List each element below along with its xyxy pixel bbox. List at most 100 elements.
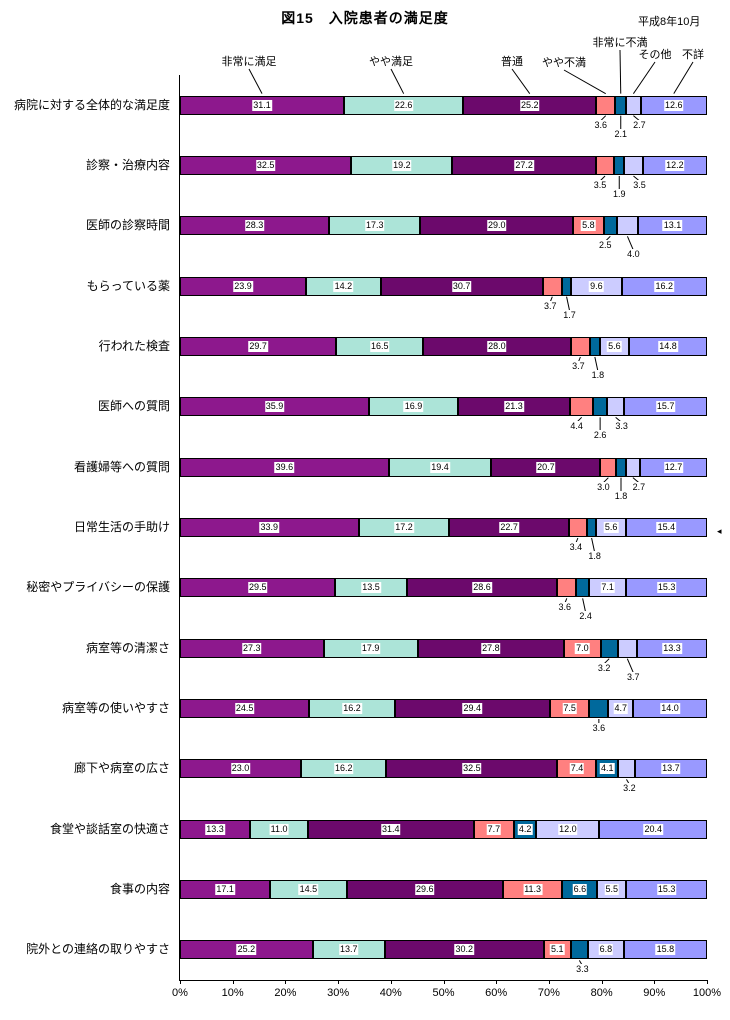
legend-leader-line: [563, 69, 606, 95]
value-label: 29.6: [415, 884, 435, 895]
value-label: 3.6: [557, 602, 573, 614]
category-label: 診察・治療内容: [85, 158, 170, 172]
stray-artifact-mark: ◂: [717, 526, 722, 536]
value-label: 17.3: [364, 220, 385, 232]
value-label: 27.3: [242, 642, 262, 654]
value-label: 30.2: [454, 944, 475, 956]
value-label: 1.8: [590, 370, 606, 381]
value-label: 7.7: [486, 823, 502, 835]
segment-somewhat-dissatisfied: [595, 156, 615, 175]
legend-very-dissatisfied: 非常に不満: [591, 37, 649, 49]
value-label: 21.3: [504, 401, 524, 413]
segment-very-dissatisfied: [603, 216, 617, 236]
value-label: 32.5: [255, 160, 276, 171]
x-axis-tick-label: 70%: [537, 987, 560, 999]
segment-somewhat-dissatisfied: [570, 337, 591, 356]
value-label: 22.6: [393, 99, 414, 111]
value-label: 29.7: [248, 341, 268, 352]
value-label: 2.5: [598, 240, 613, 252]
value-label: 6.8: [598, 944, 614, 956]
value-label: 15.7: [655, 401, 676, 413]
x-axis-tick: [496, 980, 498, 984]
legend-leader-line: [248, 68, 263, 94]
value-label: 11.3: [523, 884, 543, 895]
value-label: 3.2: [622, 783, 637, 795]
legend-other: その他: [637, 49, 673, 61]
value-label: 5.8: [581, 220, 596, 232]
x-axis-tick: [707, 980, 708, 984]
value-label: 28.0: [487, 341, 507, 352]
value-label: 3.4: [568, 542, 584, 553]
value-label: 20.4: [643, 823, 663, 835]
value-label: 14.8: [658, 341, 678, 352]
category-label: 病院に対する全体的な満足度: [13, 97, 170, 112]
y-axis: [179, 75, 180, 981]
category-label: 医師への質問: [97, 399, 170, 414]
legend-somewhat-satisfied: やや満足: [368, 56, 414, 68]
value-leader-line: [582, 598, 587, 613]
value-label: 5.5: [604, 884, 620, 895]
segment-other: [617, 638, 638, 658]
value-label: 12.6: [664, 99, 684, 111]
x-axis-tick: [338, 980, 340, 984]
chart-title: 図15 入院患者の満足度: [281, 10, 449, 26]
segment-somewhat-dissatisfied: [542, 276, 563, 296]
legend-neutral: 普通: [500, 56, 524, 68]
x-axis-tick-label: 20%: [274, 987, 297, 999]
segment-somewhat-dissatisfied: [596, 95, 616, 115]
segment-very-dissatisfied: [590, 337, 600, 356]
segment-very-dissatisfied: [593, 397, 607, 417]
category-label: 医師の診察時間: [85, 218, 170, 233]
value-label: 3.3: [575, 964, 590, 976]
value-label: 3.6: [593, 119, 608, 131]
value-label: 22.7: [499, 522, 519, 533]
value-label: 9.6: [589, 280, 604, 292]
value-leader-line: [626, 236, 634, 251]
value-label: 7.0: [575, 642, 590, 654]
value-label: 29.4: [462, 703, 483, 714]
value-label: 28.3: [244, 220, 265, 232]
value-label: 27.8: [481, 642, 501, 654]
value-label: 3.2: [596, 662, 612, 674]
segment-other: [624, 156, 643, 175]
legend-leader-line: [619, 49, 622, 94]
x-axis-tick: [180, 980, 181, 984]
value-label: 32.5: [462, 763, 482, 775]
value-label: 12.2: [665, 160, 685, 171]
x-axis-tick: [654, 980, 656, 984]
legend-leader-line: [673, 61, 694, 94]
x-axis-tick-label: 10%: [221, 987, 244, 999]
value-leader-line: [626, 658, 634, 673]
value-label: 28.6: [472, 582, 492, 594]
value-label: 3.0: [596, 481, 611, 493]
value-label: 7.4: [569, 763, 585, 775]
value-label: 17.1: [215, 884, 235, 895]
value-label: 6.6: [572, 884, 588, 895]
segment-somewhat-dissatisfied: [568, 518, 587, 537]
value-label: 4.0: [626, 249, 641, 261]
segment-other: [618, 759, 635, 779]
value-label: 19.4: [430, 461, 450, 473]
segment-other: [606, 397, 625, 417]
value-label: 23.0: [230, 763, 251, 775]
x-axis-tick-label: 90%: [643, 987, 666, 999]
category-label: もらっている薬: [86, 278, 170, 293]
category-label: 行われた検査: [98, 339, 170, 353]
value-label: 7.1: [600, 582, 615, 594]
value-label: 16.2: [342, 703, 362, 714]
segment-somewhat-dissatisfied: [570, 397, 594, 417]
legend-very-satisfied: 非常に満足: [220, 56, 278, 68]
value-label: 14.5: [298, 884, 319, 895]
value-label: 17.9: [360, 642, 381, 654]
value-label: 16.9: [403, 401, 424, 413]
x-axis-tick-label: 100%: [692, 987, 722, 999]
value-label: 13.7: [661, 763, 681, 775]
value-label: 13.5: [361, 582, 381, 594]
segment-very-dissatisfied: [600, 638, 618, 658]
value-label: 12.7: [663, 461, 684, 473]
value-label: 3.6: [591, 723, 607, 734]
value-label: 2.7: [631, 481, 647, 493]
value-label: 2.1: [613, 128, 628, 140]
legend-unknown: 不詳: [681, 49, 705, 61]
